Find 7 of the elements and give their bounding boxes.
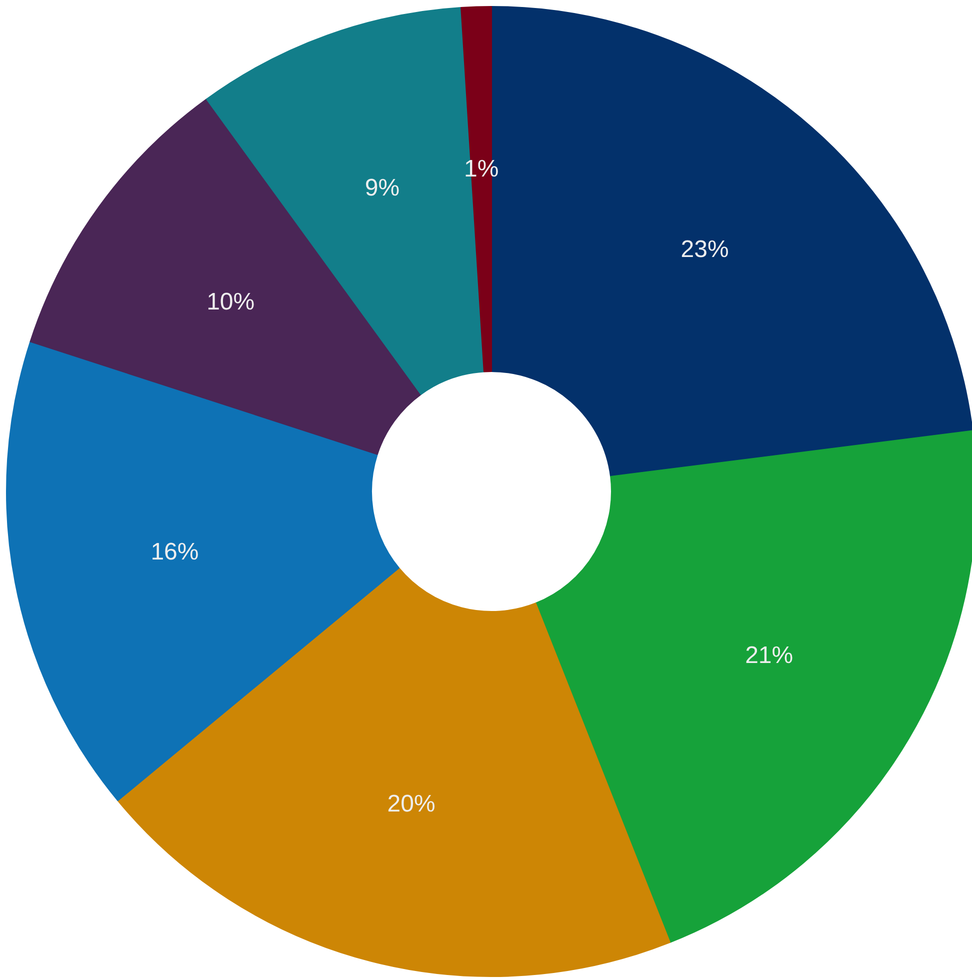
data-label: 20% — [387, 790, 436, 818]
data-label: 16% — [150, 538, 199, 566]
data-label: 21% — [745, 642, 794, 670]
data-label: 1% — [464, 156, 499, 183]
data-label: 9% — [364, 174, 400, 202]
data-label: 10% — [206, 288, 255, 316]
data-label: 23% — [680, 236, 729, 264]
